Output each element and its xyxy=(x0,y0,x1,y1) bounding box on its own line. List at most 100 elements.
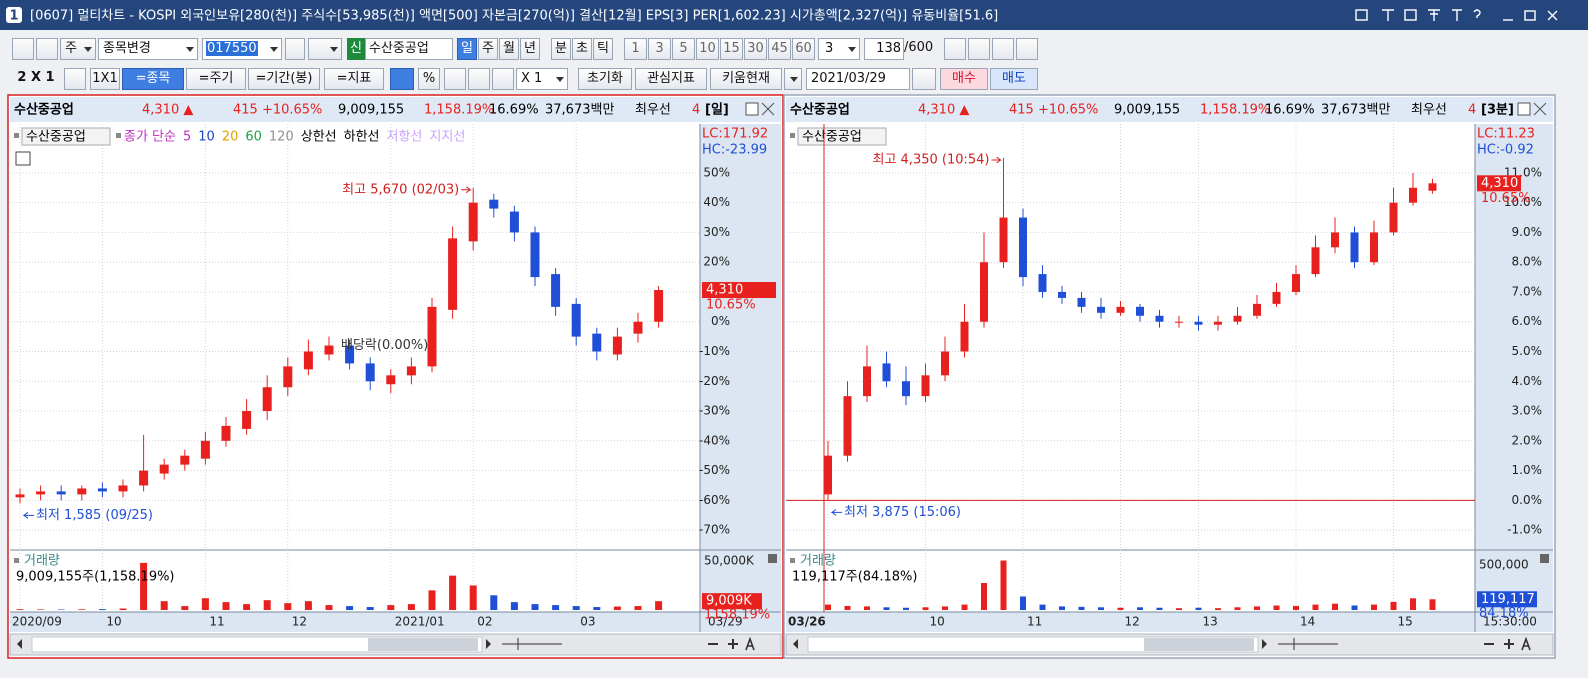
volume-bar xyxy=(263,600,271,610)
interest-button[interactable]: 관심지표 xyxy=(635,68,707,90)
count-select[interactable]: 3 xyxy=(818,38,860,60)
legend-swatch xyxy=(14,133,19,138)
interval-button[interactable]: 1 xyxy=(624,38,647,60)
bars-input[interactable]: 138 xyxy=(864,38,904,60)
new-badge[interactable]: 신 xyxy=(347,38,365,60)
header-period: [일] xyxy=(705,103,729,118)
panel-close xyxy=(761,102,775,116)
reset-button[interactable]: 초기화 xyxy=(578,68,632,90)
volume-bar xyxy=(98,609,106,610)
volume-bar xyxy=(407,604,415,610)
kiwoom-button[interactable]: 키움현재 xyxy=(710,68,782,90)
icon[interactable] xyxy=(1382,9,1394,21)
code-input[interactable]: 017550 xyxy=(202,38,282,60)
volume-bar xyxy=(903,607,909,610)
interval-button[interactable]: 15 xyxy=(720,38,743,60)
header-best: 최우선 xyxy=(1411,103,1447,118)
interval-button[interactable]: 5 xyxy=(672,38,695,60)
y-tick-label: -40% xyxy=(699,433,730,447)
candle-body xyxy=(863,366,871,397)
mode-button[interactable]: =기간(봉) xyxy=(248,68,320,90)
candle-body xyxy=(1019,217,1027,278)
maximize[interactable] xyxy=(1524,10,1536,21)
stock-name[interactable]: 수산중공업 xyxy=(365,38,453,60)
candle-body xyxy=(386,375,396,385)
x-tick-label: 2021/01 xyxy=(395,615,445,629)
mode-button[interactable]: =지표 xyxy=(324,68,384,90)
pane-close xyxy=(768,554,777,563)
volume-bar xyxy=(883,607,890,610)
move-button[interactable] xyxy=(390,68,414,90)
zoom-select[interactable]: X 1 xyxy=(516,68,568,90)
period-button[interactable]: 틱 xyxy=(593,38,613,60)
volume-bar xyxy=(961,604,968,610)
icon[interactable] xyxy=(1404,9,1417,21)
header-volume: 9,009,155 xyxy=(338,103,404,118)
volume-bar xyxy=(449,575,457,610)
icon[interactable] xyxy=(1473,9,1481,18)
header-period: [3분] xyxy=(1481,103,1514,118)
layout-label[interactable]: 2 X 1 xyxy=(17,70,55,85)
layout-button[interactable]: 1X1 xyxy=(90,68,120,90)
period-button[interactable]: 월 xyxy=(499,38,519,60)
icon-button[interactable] xyxy=(1016,38,1038,60)
candle-body xyxy=(1311,247,1320,275)
volume-title: 거래량 xyxy=(800,554,836,569)
stock-search[interactable]: 종목변경 xyxy=(98,38,198,60)
period-button[interactable]: 분 xyxy=(551,38,571,60)
close[interactable] xyxy=(1547,10,1558,21)
icon[interactable] xyxy=(1355,9,1368,21)
nav-button[interactable] xyxy=(468,68,490,90)
search-button[interactable] xyxy=(285,38,305,60)
icon[interactable] xyxy=(1428,9,1440,21)
dropdown[interactable] xyxy=(784,68,802,90)
last-volume: 9,009K xyxy=(706,594,752,609)
candle-body xyxy=(283,366,293,388)
market-select[interactable]: 주 xyxy=(60,38,96,60)
icon-button[interactable] xyxy=(12,38,34,60)
last-volume-percent: 84.18% xyxy=(1479,606,1529,621)
sound-button[interactable] xyxy=(308,38,342,60)
candle-body xyxy=(1097,306,1105,313)
volume-bar xyxy=(201,598,209,610)
volume-tick-label: 50,000K xyxy=(704,553,755,567)
low-arrow xyxy=(22,511,34,519)
candle-body xyxy=(843,396,852,456)
volume-bar xyxy=(1390,601,1397,610)
candle-body xyxy=(15,494,25,498)
icon-button[interactable] xyxy=(968,38,990,60)
interval-button[interactable]: 10 xyxy=(696,38,719,60)
period-button[interactable]: 일 xyxy=(457,38,477,60)
x-tick-label: 11 xyxy=(1027,615,1042,629)
percent-button[interactable]: % xyxy=(418,68,440,90)
icon-button[interactable] xyxy=(944,38,966,60)
volume-bar xyxy=(1195,607,1202,610)
nav-button[interactable] xyxy=(444,68,466,90)
icon[interactable] xyxy=(1452,9,1462,21)
date-input[interactable]: 2021/03/29 xyxy=(806,68,910,90)
candle-body xyxy=(97,488,107,492)
bars-max[interactable]: /600 xyxy=(904,40,934,55)
interval-button[interactable]: 45 xyxy=(768,38,791,60)
volume-bar xyxy=(304,601,312,610)
sell-button[interactable]: 매도 xyxy=(990,68,1038,90)
mode-button[interactable]: =주기 xyxy=(186,68,246,90)
buy-button[interactable]: 매수 xyxy=(940,68,988,90)
volume-bar xyxy=(1059,606,1065,610)
period-button[interactable]: 년 xyxy=(520,38,540,60)
interval-button[interactable]: 30 xyxy=(744,38,767,60)
mode-button[interactable]: =종목 xyxy=(122,68,184,90)
y-tick-label: 3.0% xyxy=(1512,404,1543,418)
volume-bar xyxy=(1371,604,1377,610)
interval-button[interactable]: 3 xyxy=(648,38,671,60)
candle-body xyxy=(468,202,478,242)
period-button[interactable]: 초 xyxy=(572,38,592,60)
icon-button[interactable] xyxy=(36,38,58,60)
nav-button[interactable] xyxy=(492,68,514,90)
volume-bar xyxy=(366,607,374,610)
grid-button[interactable] xyxy=(64,68,86,90)
icon-button[interactable] xyxy=(912,68,936,90)
icon-button[interactable] xyxy=(992,38,1014,60)
period-button[interactable]: 주 xyxy=(478,38,498,60)
interval-button[interactable]: 60 xyxy=(792,38,815,60)
